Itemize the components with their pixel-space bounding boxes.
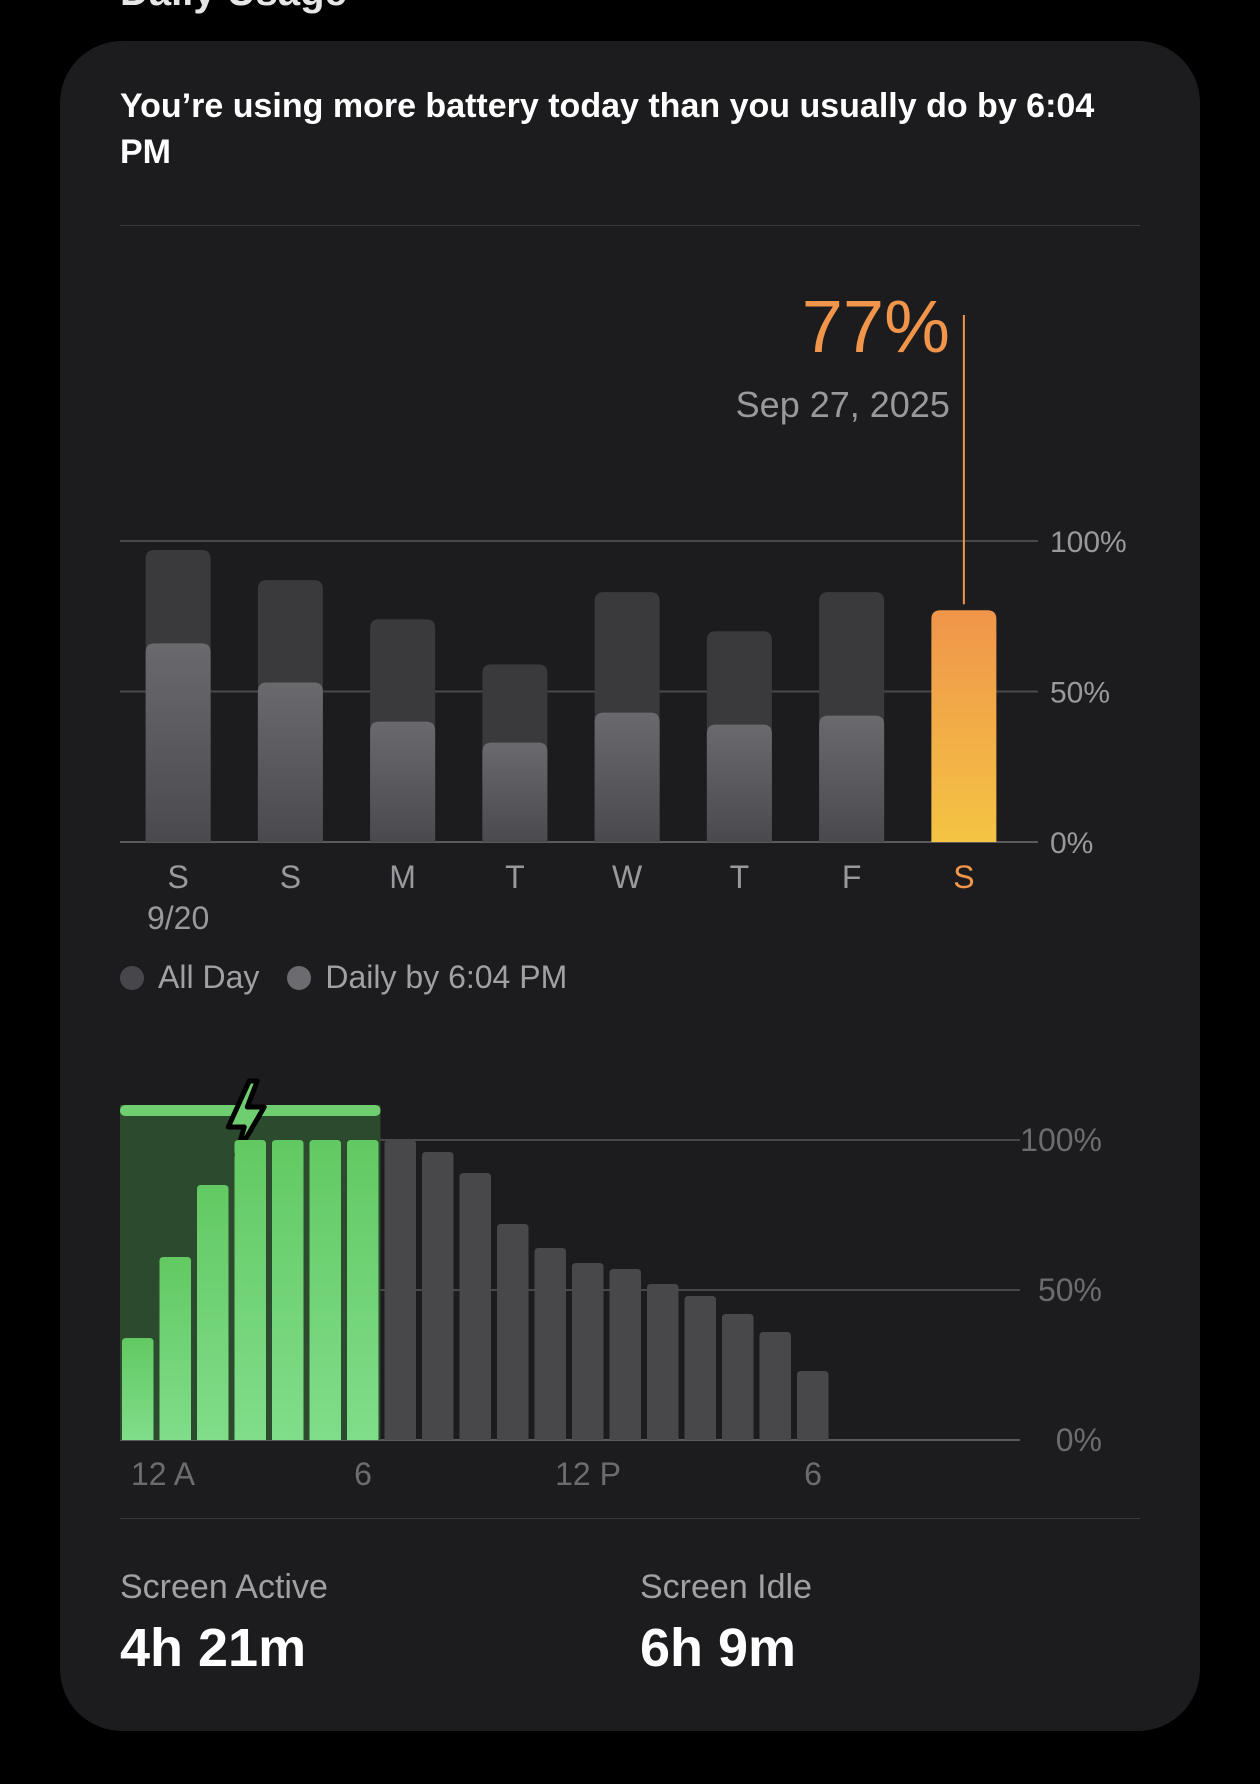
daily-by-time-bar	[370, 721, 436, 842]
day-label: S	[953, 859, 974, 895]
day-bar-group[interactable]	[257, 580, 323, 842]
screen-time-stats: Screen Active 4h 21m Screen Idle 6h 9m	[120, 1568, 1160, 1679]
day-bar-group[interactable]	[370, 619, 436, 842]
legend-dot	[287, 965, 312, 990]
hour-bar[interactable]	[759, 1332, 792, 1440]
hour-tick-label: 12 P	[555, 1456, 621, 1492]
charging-hour-bar[interactable]	[272, 1140, 304, 1440]
day-bar-group[interactable]	[482, 664, 548, 842]
day-label: W	[612, 859, 643, 895]
y-tick-label: 100%	[1050, 526, 1127, 559]
charging-hour-bar[interactable]	[159, 1257, 192, 1440]
screen-active-stat: Screen Active 4h 21m	[120, 1568, 640, 1679]
hour-bar[interactable]	[609, 1269, 642, 1440]
day-bar-group[interactable]	[145, 550, 211, 842]
bolt-icon	[225, 1078, 267, 1158]
battery-usage-card: You’re using more battery today than you…	[60, 41, 1200, 1731]
daily-by-time-bar	[706, 724, 772, 842]
day-bar-group[interactable]	[819, 592, 885, 842]
hour-bar[interactable]	[647, 1284, 679, 1440]
charging-hour-bar[interactable]	[234, 1140, 267, 1440]
screen-idle-stat: Screen Idle 6h 9m	[640, 1568, 1160, 1679]
daily-by-time-bar	[819, 715, 885, 842]
screen-active-label: Screen Active	[120, 1568, 328, 1606]
divider	[120, 1518, 1140, 1519]
hour-tick-label: 12 A	[131, 1456, 196, 1492]
divider	[120, 225, 1140, 226]
day-bar-group[interactable]	[931, 610, 997, 842]
y-tick-label: 0%	[1050, 827, 1093, 860]
chart-legend: All Day Daily by 6:04 PM	[120, 959, 567, 996]
legend-label: All Day	[158, 959, 260, 995]
charging-hour-bar[interactable]	[197, 1185, 229, 1440]
y-tick-label: 0%	[1056, 1422, 1102, 1458]
charging-hour-bar[interactable]	[347, 1140, 379, 1440]
day-bar-group[interactable]	[706, 631, 772, 842]
battery-insight-text: You’re using more battery today than you…	[120, 87, 1095, 171]
hour-bar[interactable]	[497, 1224, 529, 1440]
day-label: T	[730, 859, 750, 895]
y-tick-label: 50%	[1038, 1272, 1102, 1308]
hour-bar[interactable]	[684, 1296, 717, 1440]
charging-hour-bar[interactable]	[309, 1140, 342, 1440]
hour-bar[interactable]	[722, 1314, 754, 1440]
section-title: Daily Usage	[120, 0, 347, 15]
hour-bar[interactable]	[797, 1371, 829, 1440]
charging-hour-bar[interactable]	[122, 1338, 154, 1440]
hour-bar[interactable]	[572, 1263, 604, 1440]
daily-by-time-bar	[145, 643, 211, 842]
day-bar-group[interactable]	[594, 592, 660, 842]
y-tick-label: 100%	[1020, 1122, 1102, 1158]
hour-tick-label: 6	[354, 1456, 372, 1492]
legend-label: Daily by 6:04 PM	[325, 959, 568, 995]
daily-by-time-bar	[257, 682, 323, 842]
y-tick-label: 50%	[1050, 677, 1110, 710]
hour-bar[interactable]	[384, 1140, 417, 1440]
selected-percentage: 77%	[802, 285, 950, 368]
day-label: S	[167, 859, 188, 895]
hour-bar[interactable]	[422, 1152, 454, 1440]
hour-bar[interactable]	[534, 1248, 567, 1440]
legend-dot	[120, 965, 144, 990]
hourly-battery-chart[interactable]: 12 A 6 12 P 6 0% 50% 100%	[60, 1011, 1200, 1492]
selected-day-bar	[931, 610, 997, 842]
day-label: S	[280, 859, 301, 895]
screen-idle-value: 6h 9m	[640, 1618, 797, 1678]
selected-date: Sep 27, 2025	[736, 384, 950, 425]
day-label: T	[505, 859, 525, 895]
legend-item-daily-by-time: Daily by 6:04 PM	[287, 959, 567, 996]
screen-active-value: 4h 21m	[120, 1618, 307, 1678]
date-label: 9/20	[147, 900, 209, 936]
screen-idle-label: Screen Idle	[640, 1568, 812, 1606]
daily-by-time-bar	[482, 742, 548, 842]
weekly-battery-chart[interactable]: S 9/20 S M T W T F S 0% 50% 100% 77% Sep 27, 2025	[60, 261, 1200, 941]
legend-item-all-day: All Day	[120, 959, 259, 996]
daily-by-time-bar	[594, 712, 660, 842]
hour-tick-label: 6	[804, 1456, 822, 1492]
hour-bar[interactable]	[459, 1173, 492, 1440]
day-label: F	[842, 859, 862, 895]
day-label: M	[389, 859, 416, 895]
